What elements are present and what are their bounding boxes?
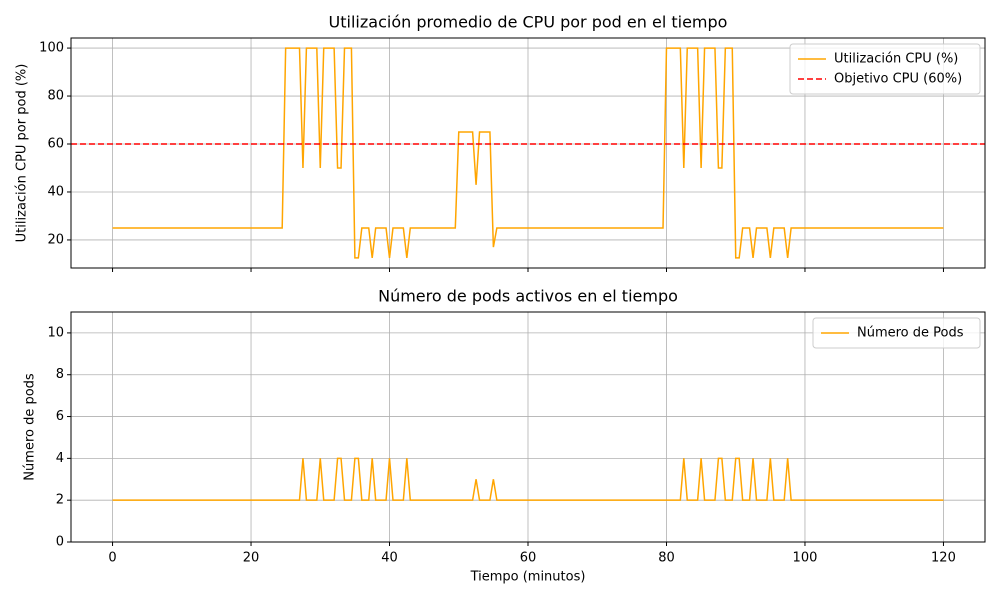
y-tick-label: 6	[56, 409, 64, 424]
x-tick-label: 0	[108, 551, 116, 566]
x-tick-label: 40	[381, 551, 398, 566]
axes-frame	[70, 311, 986, 543]
x-tick-label: 60	[520, 551, 537, 566]
y-tick-label: 8	[56, 367, 64, 382]
y-tick-label: 2	[56, 493, 64, 508]
y-tick-label: 60	[47, 137, 64, 152]
chart-title: Utilización promedio de CPU por pod en e…	[329, 13, 728, 32]
y-tick-label: 10	[47, 325, 64, 340]
axes-frame	[70, 37, 986, 269]
y-tick-label: 40	[47, 184, 64, 199]
y-tick-label: 4	[56, 451, 64, 466]
x-tick-label: 120	[931, 551, 956, 566]
x-tick-label: 80	[658, 551, 675, 566]
x-tick-label: 100	[793, 551, 818, 566]
data-line	[112, 457, 944, 501]
legend-label: Número de Pods	[857, 326, 964, 341]
x-tick-label: 20	[243, 551, 260, 566]
plot-area	[112, 457, 944, 501]
legend-box	[789, 43, 981, 95]
plot-area	[71, 47, 985, 259]
y-tick-label: 100	[39, 41, 64, 56]
y-tick-label: 0	[56, 535, 64, 550]
y-tick-label: 80	[47, 89, 64, 104]
chart-title: Número de pods activos en el tiempo	[378, 287, 678, 306]
y-tick-label: 20	[47, 232, 64, 247]
legend-label: Objetivo CPU (60%)	[834, 72, 962, 87]
y-axis-label: Utilización CPU por pod (%)	[15, 64, 30, 243]
x-axis-label: Tiempo (minutos)	[470, 570, 586, 585]
legend-label: Utilización CPU (%)	[834, 52, 958, 67]
y-axis-label: Número de pods	[23, 373, 38, 481]
data-line	[112, 47, 944, 259]
legend-box	[812, 317, 981, 349]
